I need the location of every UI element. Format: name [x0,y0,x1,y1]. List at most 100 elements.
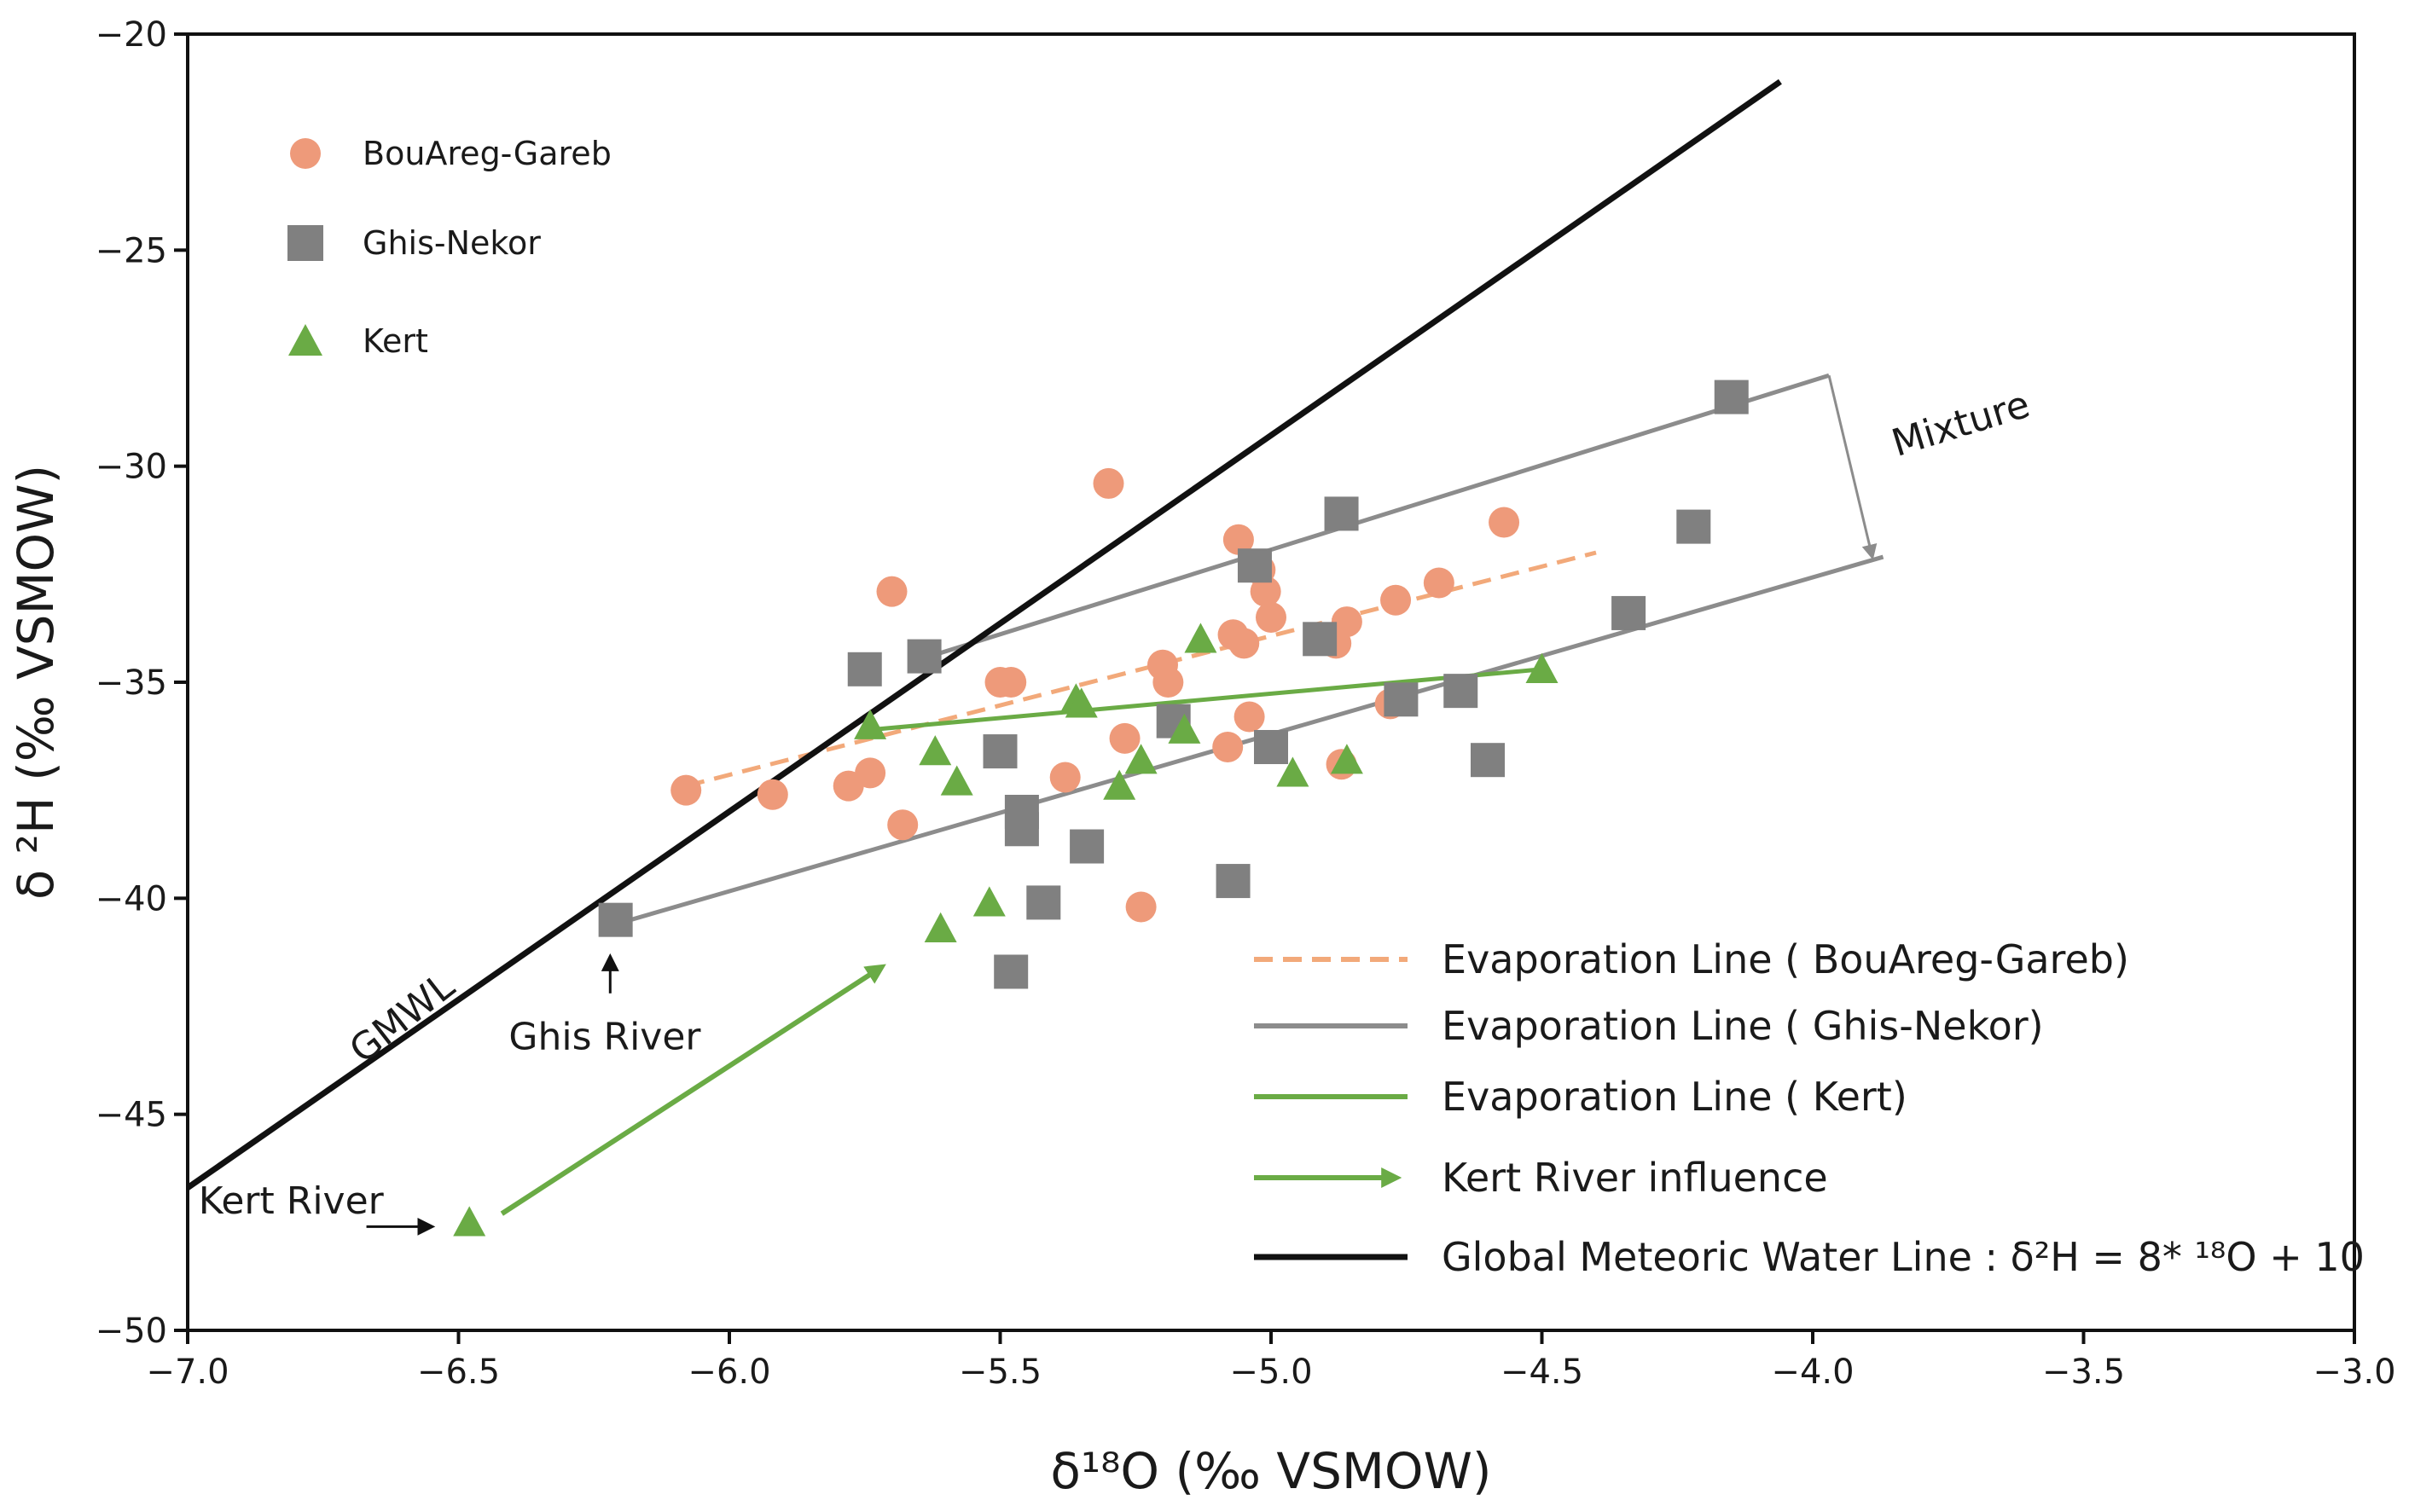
bouareg-point [1109,722,1141,754]
ghis-nekor-point [1004,812,1039,847]
ghis-nekor-point [1676,509,1711,544]
y-tick-label: −40 [96,879,167,918]
x-tick-label: −6.5 [417,1353,500,1392]
bouareg-point [1049,762,1081,793]
evap-line-bouareg [685,550,1597,789]
bouareg-point [1489,507,1520,538]
kert-point [1168,713,1201,744]
x-axis-title: δ¹⁸O (‰ VSMOW) [1050,1442,1491,1500]
x-tick-label: −3.5 [2042,1353,2125,1392]
evap-line-ghis-nekor-upper [929,373,1830,658]
ghis-nekor-point [1443,674,1478,709]
bouareg-point [876,576,908,607]
kert-point [453,1206,486,1237]
legend-label-evap-ghis-nekor: Evaporation Line ( Ghis-Nekor) [1442,1003,2044,1049]
legend-label-ghis-nekor: Ghis-Nekor [363,224,541,262]
bouareg-point [1250,576,1281,607]
bouareg-point [1125,891,1157,923]
legend-label-bouareg: BouAreg-Gareb [363,135,612,172]
kert-point [924,912,957,942]
y-axis-title: δ ²H (‰ VSMOW) [7,465,65,900]
legend-label-kert-influence: Kert River influence [1442,1155,1828,1201]
ghis-nekor-point [1026,885,1061,920]
ghis-nekor-point [994,954,1029,989]
bouareg-point [1212,732,1244,762]
y-tick-label: −50 [96,1312,167,1351]
x-tick-label: −4.0 [1771,1353,1854,1392]
y-tick-label: −35 [96,663,167,703]
ghis-nekor-point [598,902,633,937]
gmwl-line [186,78,1782,1190]
x-tick-label: −6.0 [688,1353,770,1392]
ghis-nekor-point [1237,548,1272,583]
kert-point [1124,744,1158,774]
ghis-nekor-point [1611,595,1646,630]
bouareg-point [855,757,886,789]
legend-marker-ghis-nekor [287,225,323,261]
legend-bottom: Evaporation Line ( BouAreg-Gareb) Evapor… [1254,936,2365,1280]
evap-line-ghis-nekor-lower [614,554,1884,927]
ghis-nekor-point [983,734,1018,769]
kert-point [1525,652,1559,683]
bouareg-point [1222,524,1254,555]
bouareg-point [1256,602,1286,633]
y-tick-label: −30 [96,448,167,487]
bouareg-point [670,774,702,806]
legend-label-gmwl: Global Meteoric Water Line : δ²H = 8* ¹⁸… [1442,1234,2365,1280]
y-tick-label: −45 [96,1096,167,1135]
legend-marker-bouareg [290,138,321,169]
kert-river-label: Kert River [199,1179,385,1223]
kert-point [940,765,973,796]
data-points [453,379,1749,1237]
bouareg-point [887,809,919,841]
annotation-arrows [366,374,1878,1236]
bouareg-point [1423,567,1454,599]
x-tick-label: −3.0 [2313,1353,2395,1392]
legend-label-evap-bouareg: Evaporation Line ( BouAreg-Gareb) [1442,936,2129,982]
bouareg-point [1228,628,1260,659]
mixture-label: Mixture [1887,383,2035,466]
kert-point [1065,687,1098,718]
evap-line-kert [869,667,1542,733]
legend-top: BouAreg-Gareb Ghis-Nekor Kert [287,135,612,360]
ghis-nekor-point [1216,864,1251,899]
bouareg-point [1331,606,1362,638]
evaporation-lines [186,78,1884,1190]
mixture-arrow [1827,374,1878,560]
bouareg-point [1093,467,1124,499]
kert-point [919,735,952,766]
x-axis-ticks: −7.0 −6.5 −6.0 −5.5 −5.0 −4.5 −4.0 −3.5 −3.0 [146,1330,2396,1392]
ghis-nekor-point [907,639,942,674]
kert-point [1103,769,1136,800]
kert-river-influence-arrow [500,964,886,1216]
ghis-nekor-point [847,652,882,686]
y-axis-ticks: −20 −25 −30 −35 −40 −45 −50 [96,15,188,1351]
x-tick-label: −4.5 [1501,1353,1583,1392]
x-tick-label: −5.5 [959,1353,1042,1392]
ghis-nekor-point [1471,743,1505,778]
x-tick-label: −7.0 [146,1353,229,1392]
ghis-nekor-point [1070,829,1105,864]
x-tick-label: −5.0 [1229,1353,1312,1392]
legend-label-kert: Kert [363,322,428,360]
legend-marker-kert [288,324,322,356]
kert-point [1184,623,1217,653]
bouareg-point [757,779,788,810]
legend-label-evap-kert: Evaporation Line ( Kert) [1442,1074,1907,1120]
bouareg-point [1152,667,1184,698]
bouareg-point [1380,584,1412,616]
y-tick-label: −20 [96,15,167,55]
plot-frame [186,32,2356,1332]
y-tick-label: −25 [96,231,167,270]
ghis-nekor-point [1714,379,1749,414]
kert-point [854,709,887,739]
gmwl-label: GMWL [342,964,463,1072]
ghis-nekor-point [1384,682,1419,717]
kert-point [972,886,1006,917]
bouareg-point [996,667,1027,698]
kert-point [1330,744,1363,774]
ghis-river-label: Ghis River [508,1016,701,1059]
ghis-nekor-point [1324,496,1359,531]
bouareg-point [1234,701,1265,733]
